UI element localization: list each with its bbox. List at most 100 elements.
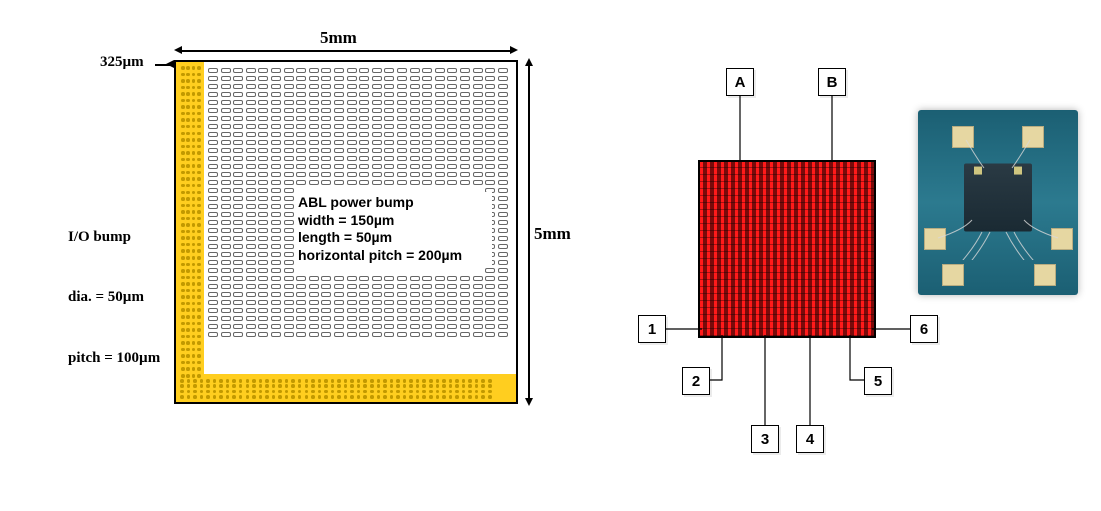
- abl-cell: [498, 124, 508, 129]
- io-dot: [197, 367, 201, 371]
- abl-cell: [233, 324, 243, 329]
- abl-cell: [271, 332, 281, 337]
- abl-cell: [473, 300, 483, 305]
- abl-cell: [473, 324, 483, 329]
- abl-cell: [359, 316, 369, 321]
- io-dot: [186, 158, 190, 162]
- io-dot: [197, 197, 201, 201]
- callout-1-label: 1: [648, 321, 656, 338]
- abl-cell: [284, 324, 294, 329]
- abl-cell: [410, 276, 420, 281]
- abl-cell: [284, 188, 294, 193]
- io-dot: [197, 105, 201, 109]
- abl-cell: [271, 100, 281, 105]
- io-dot: [213, 384, 217, 388]
- io-dot: [449, 395, 453, 399]
- abl-cell: [208, 196, 218, 201]
- abl-cell: [309, 156, 319, 161]
- abl-cell: [284, 108, 294, 113]
- io-dot: [186, 341, 190, 345]
- abl-cell: [271, 76, 281, 81]
- io-dot: [181, 341, 185, 345]
- abl-cell: [271, 292, 281, 297]
- abl-cell: [221, 284, 231, 289]
- abl-cell: [258, 212, 268, 217]
- io-dot: [377, 384, 381, 388]
- abl-cell: [498, 140, 508, 145]
- abl-cell: [498, 292, 508, 297]
- abl-cell: [284, 164, 294, 169]
- abl-text-box: ABL power bump width = 150µm length = 50…: [294, 192, 492, 266]
- abl-cell: [258, 204, 268, 209]
- io-dot: [197, 191, 201, 195]
- abl-cell: [384, 100, 394, 105]
- io-dot: [193, 395, 197, 399]
- abl-cell: [485, 68, 495, 73]
- abl-cell: [397, 148, 407, 153]
- abl-cell: [347, 108, 357, 113]
- abl-cell: [221, 132, 231, 137]
- abl-cell: [221, 156, 231, 161]
- abl-cell: [334, 308, 344, 313]
- abl-cell: [485, 108, 495, 113]
- abl-cell: [447, 180, 457, 185]
- abl-cell: [271, 180, 281, 185]
- io-dot: [219, 384, 223, 388]
- abl-cell: [284, 172, 294, 177]
- abl-cell: [208, 84, 218, 89]
- abl-cell: [309, 332, 319, 337]
- abl-cell: [233, 244, 243, 249]
- abl-cell: [334, 284, 344, 289]
- abl-cell: [347, 156, 357, 161]
- abl-cell: [410, 156, 420, 161]
- io-dot: [265, 384, 269, 388]
- abl-cell: [334, 156, 344, 161]
- abl-cell: [498, 276, 508, 281]
- abl-cell: [498, 324, 508, 329]
- abl-cell: [372, 292, 382, 297]
- abl-cell: [246, 180, 256, 185]
- abl-cell: [233, 260, 243, 265]
- abl-cell: [460, 172, 470, 177]
- abl-cell: [208, 204, 218, 209]
- abl-cell: [460, 108, 470, 113]
- abl-cell: [284, 100, 294, 105]
- io-dot: [192, 223, 196, 227]
- callout-2: 2: [682, 367, 710, 395]
- abl-cell: [447, 164, 457, 169]
- io-dot: [197, 112, 201, 116]
- abl-cell: [372, 132, 382, 137]
- abl-cell: [435, 116, 445, 121]
- io-dot: [192, 249, 196, 253]
- abl-cell: [271, 140, 281, 145]
- abl-cell: [397, 324, 407, 329]
- io-dot: [186, 118, 190, 122]
- abl-cell: [208, 156, 218, 161]
- abl-cell: [284, 284, 294, 289]
- abl-cell: [397, 84, 407, 89]
- io-dot: [272, 384, 276, 388]
- io-dot: [272, 379, 276, 383]
- io-dot: [187, 384, 191, 388]
- abl-cell: [258, 316, 268, 321]
- abl-cell: [359, 156, 369, 161]
- abl-cell: [296, 92, 306, 97]
- abl-cell: [246, 220, 256, 225]
- abl-cell: [321, 84, 331, 89]
- abl-cell: [208, 228, 218, 233]
- abl-cell: [233, 292, 243, 297]
- abl-cell: [208, 68, 218, 73]
- io-dot: [488, 384, 492, 388]
- abl-cell: [233, 164, 243, 169]
- abl-cell: [309, 316, 319, 321]
- abl-cell: [498, 236, 508, 241]
- abl-cell: [485, 132, 495, 137]
- abl-cell: [221, 292, 231, 297]
- io-dot: [246, 384, 250, 388]
- abl-cell: [246, 244, 256, 249]
- abl-cell: [359, 100, 369, 105]
- io-dot: [383, 379, 387, 383]
- io-dot: [186, 315, 190, 319]
- abl-cell: [498, 92, 508, 97]
- abl-cell: [271, 300, 281, 305]
